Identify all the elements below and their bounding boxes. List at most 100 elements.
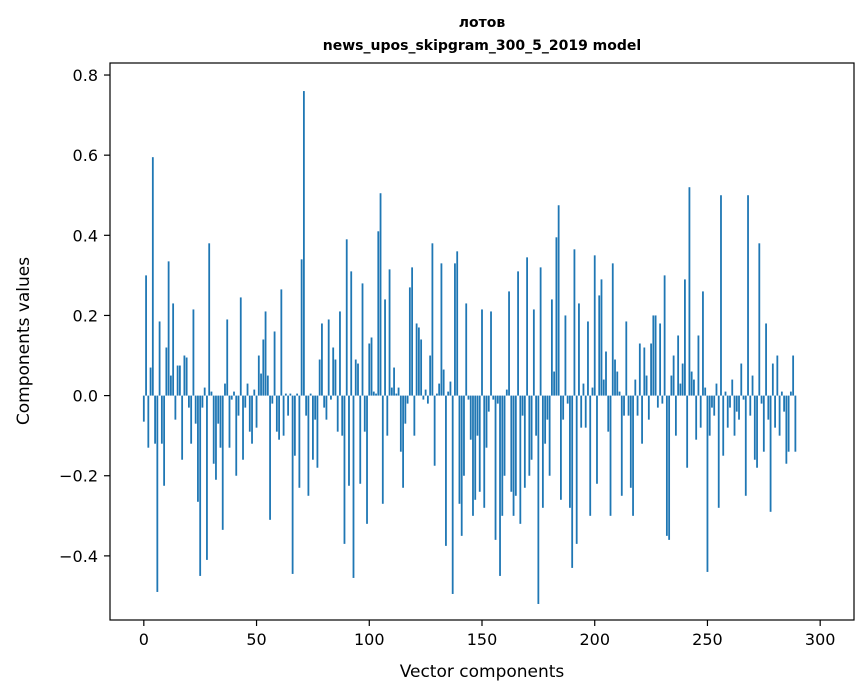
bar-29 <box>208 243 211 396</box>
bar-241 <box>686 395 689 468</box>
bar-43 <box>239 297 242 396</box>
bar-64 <box>287 395 290 416</box>
bar-31 <box>212 395 215 464</box>
bar-69 <box>298 395 301 488</box>
y-tick-label: 0.0 <box>73 387 98 406</box>
bar-46 <box>246 383 249 396</box>
bar-27 <box>203 387 206 396</box>
bar-23 <box>194 395 197 424</box>
bar-47 <box>248 395 251 432</box>
bar-285 <box>785 395 788 464</box>
bar-185 <box>560 395 562 500</box>
bar-217 <box>632 395 634 516</box>
bar-174 <box>535 395 538 436</box>
bar-116 <box>404 395 407 424</box>
bar-245 <box>695 395 698 440</box>
bar-6 <box>156 395 159 592</box>
bar-220 <box>638 343 641 396</box>
bar-251 <box>708 395 711 436</box>
x-axis-label: Vector components <box>400 662 565 682</box>
bar-41 <box>235 395 238 476</box>
bar-237 <box>677 335 680 396</box>
bar-63 <box>284 393 287 396</box>
bar-28 <box>206 395 208 560</box>
bar-70 <box>300 259 303 396</box>
bar-277 <box>767 395 770 420</box>
bar-212 <box>620 395 623 496</box>
bar-192 <box>575 395 578 544</box>
chart-subtitle: news_upos_skipgram_300_5_2019 model <box>323 38 641 54</box>
bar-196 <box>584 395 587 428</box>
bar-17 <box>181 395 184 460</box>
y-tick-label: −0.4 <box>59 547 98 566</box>
bar-206 <box>607 395 610 432</box>
x-tick-label: 100 <box>354 630 385 649</box>
bar-20 <box>188 395 190 408</box>
bar-5 <box>154 395 156 444</box>
y-axis-label: Components values <box>14 257 34 425</box>
bar-18 <box>183 355 186 396</box>
bar-26 <box>201 395 204 408</box>
bar-246 <box>697 335 700 396</box>
bar-83 <box>330 395 332 400</box>
x-tick-label: 200 <box>579 630 610 649</box>
bar-137 <box>451 395 454 594</box>
bar-123 <box>420 339 423 396</box>
bar-78 <box>318 359 321 396</box>
bar-190 <box>571 395 574 568</box>
bar-178 <box>544 395 547 444</box>
bar-156 <box>494 395 497 540</box>
bar-151 <box>483 395 486 508</box>
bar-154 <box>490 311 492 396</box>
bar-87 <box>339 311 341 396</box>
bar-240 <box>684 279 686 396</box>
bar-117 <box>406 395 409 404</box>
bar-236 <box>674 395 677 436</box>
bar-21 <box>190 395 193 444</box>
bar-226 <box>652 315 655 396</box>
bar-104 <box>377 231 380 396</box>
bar-244 <box>693 379 695 396</box>
bar-252 <box>711 395 713 408</box>
bar-181 <box>550 299 553 396</box>
bar-139 <box>456 251 459 396</box>
bar-170 <box>526 257 528 396</box>
bar-3 <box>149 367 152 396</box>
bar-179 <box>546 395 549 420</box>
bar-51 <box>257 355 260 396</box>
bar-148 <box>476 395 479 436</box>
bar-125 <box>424 389 427 396</box>
bar-144 <box>467 395 470 400</box>
bar-230 <box>661 395 664 404</box>
bar-243 <box>690 371 693 396</box>
bar-186 <box>562 395 565 420</box>
bar-66 <box>291 395 294 574</box>
bar-86 <box>336 395 339 432</box>
bar-90 <box>345 239 348 396</box>
bar-234 <box>670 375 673 396</box>
bar-255 <box>717 395 720 508</box>
bar-102 <box>372 391 375 396</box>
bar-58 <box>273 331 276 396</box>
bar-0 <box>142 395 145 422</box>
bar-210 <box>616 371 619 396</box>
bar-261 <box>731 379 734 396</box>
bar-184 <box>557 205 560 396</box>
bar-158 <box>499 395 501 576</box>
bar-2 <box>147 395 150 448</box>
bar-55 <box>266 375 269 396</box>
bar-100 <box>368 343 371 396</box>
bar-264 <box>738 395 740 420</box>
bar-259 <box>726 395 729 428</box>
bar-269 <box>749 395 752 416</box>
bar-270 <box>751 375 754 396</box>
bar-249 <box>704 387 707 396</box>
bar-205 <box>605 351 607 396</box>
bar-160 <box>503 395 506 476</box>
bar-13 <box>172 303 175 396</box>
bar-213 <box>623 395 625 416</box>
bar-216 <box>629 395 632 488</box>
bar-280 <box>774 395 776 428</box>
x-axis-ticks: 0 50 100 150 200 250 300 <box>139 620 835 649</box>
